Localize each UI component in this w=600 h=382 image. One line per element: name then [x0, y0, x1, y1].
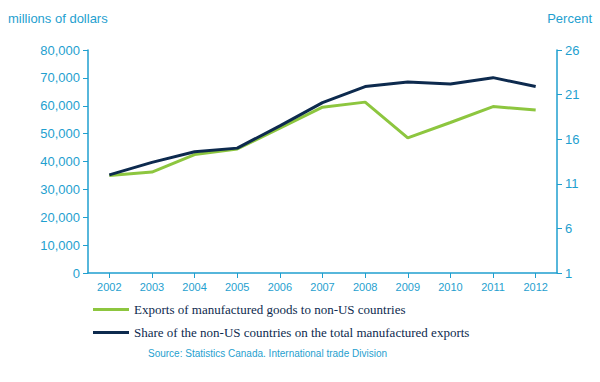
- svg-text:21: 21: [565, 87, 579, 102]
- svg-text:1: 1: [565, 266, 572, 281]
- svg-text:Exports of manufactured goods: Exports of manufactured goods to non-US …: [134, 302, 406, 317]
- svg-text:Percent: Percent: [547, 11, 592, 26]
- svg-text:26: 26: [565, 43, 579, 58]
- svg-text:11: 11: [565, 176, 579, 191]
- svg-text:80,000: 80,000: [40, 43, 80, 58]
- svg-text:millions of dollars: millions of dollars: [8, 11, 108, 26]
- svg-text:2003: 2003: [140, 281, 164, 293]
- svg-text:10,000: 10,000: [40, 238, 80, 253]
- svg-text:6: 6: [565, 221, 572, 236]
- svg-text:2007: 2007: [310, 281, 334, 293]
- svg-text:Share of the non-US countries: Share of the non-US countries on the tot…: [134, 325, 469, 340]
- svg-text:0: 0: [73, 266, 80, 281]
- svg-text:2006: 2006: [268, 281, 292, 293]
- svg-text:2012: 2012: [523, 281, 547, 293]
- svg-text:30,000: 30,000: [40, 182, 80, 197]
- svg-text:2010: 2010: [438, 281, 462, 293]
- svg-text:70,000: 70,000: [40, 70, 80, 85]
- svg-text:2009: 2009: [396, 281, 420, 293]
- svg-text:2011: 2011: [481, 281, 505, 293]
- svg-text:2004: 2004: [182, 281, 206, 293]
- svg-text:20,000: 20,000: [40, 210, 80, 225]
- svg-text:40,000: 40,000: [40, 154, 80, 169]
- svg-text:16: 16: [565, 132, 579, 147]
- svg-text:2005: 2005: [225, 281, 249, 293]
- svg-text:2002: 2002: [97, 281, 121, 293]
- svg-text:50,000: 50,000: [40, 126, 80, 141]
- svg-text:Source: Statistics Canada. Int: Source: Statistics Canada. International…: [148, 348, 387, 359]
- svg-text:60,000: 60,000: [40, 98, 80, 113]
- svg-text:2008: 2008: [353, 281, 377, 293]
